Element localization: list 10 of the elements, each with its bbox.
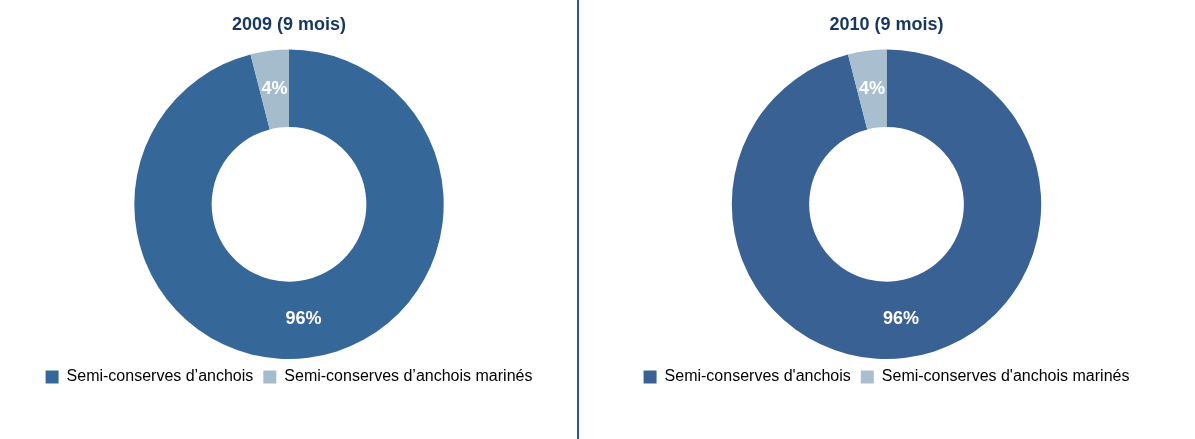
legend-label: Semi-conserves d'anchois marinés bbox=[881, 367, 1130, 385]
data-label: 96% bbox=[285, 308, 322, 329]
chart-title: 2010 (9 mois) bbox=[829, 13, 944, 34]
data-label: 4% bbox=[261, 78, 288, 99]
data-label: 4% bbox=[858, 78, 885, 99]
legend-label: Semi-conserves d’anchois marinés bbox=[284, 367, 533, 385]
legend-label: Semi-conserves d’anchois bbox=[66, 367, 254, 385]
legend-label: Semi-conserves d'anchois bbox=[664, 367, 851, 385]
chart-title: 2009 (9 mois) bbox=[231, 13, 347, 34]
data-label: 96% bbox=[883, 308, 920, 329]
